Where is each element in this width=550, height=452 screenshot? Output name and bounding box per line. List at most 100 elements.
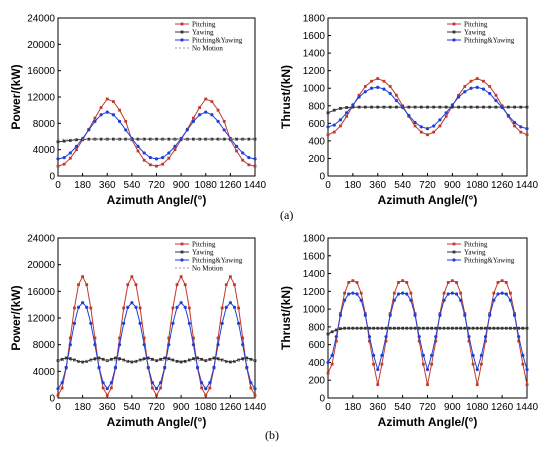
series-yawing (56, 356, 257, 364)
data-point (117, 119, 122, 123)
data-point (479, 353, 483, 357)
data-point (347, 326, 351, 330)
data-point (247, 155, 251, 160)
data-point (93, 116, 97, 120)
data-point (430, 362, 434, 366)
data-point (434, 335, 438, 339)
data-point (326, 133, 330, 137)
data-point (459, 326, 463, 330)
data-point (407, 105, 411, 109)
data-point (77, 283, 80, 287)
data-point (126, 305, 130, 309)
data-point (73, 306, 76, 310)
data-point (124, 119, 128, 123)
data-point (351, 291, 355, 295)
data-point (245, 356, 249, 360)
data-point (363, 90, 367, 94)
data-point (109, 381, 113, 385)
data-point (343, 291, 346, 295)
data-point (339, 107, 342, 110)
data-point (444, 111, 448, 115)
data-point (446, 292, 450, 296)
data-point (167, 156, 171, 160)
data-point (457, 93, 460, 97)
x-tick-label: 540 (394, 402, 411, 413)
data-point (191, 119, 196, 123)
legend-entry: Pitching&Yawing (447, 37, 515, 45)
data-point (142, 343, 146, 347)
data-point (355, 281, 359, 284)
data-point (220, 321, 224, 325)
y-tick-label: 1000 (303, 84, 326, 95)
x-tick-label: 1440 (516, 180, 539, 191)
series-line (57, 98, 256, 167)
data-point (74, 144, 79, 148)
y-tick-label: 12000 (27, 93, 55, 104)
series-pitching-yawing (326, 85, 529, 131)
data-point (417, 339, 421, 343)
data-point (343, 326, 346, 330)
data-point (235, 137, 238, 141)
data-point (72, 321, 77, 325)
data-point (488, 326, 492, 330)
data-point (401, 279, 405, 283)
data-point (183, 359, 187, 363)
x-tick-label: 720 (419, 180, 436, 191)
data-point (463, 326, 467, 330)
y-axis-label: Thrust/(kN) (279, 65, 293, 129)
data-point (425, 127, 430, 131)
data-point (216, 357, 220, 361)
data-point (417, 326, 421, 330)
data-point (376, 77, 380, 80)
data-point (401, 105, 405, 110)
data-point (463, 313, 467, 317)
data-point (512, 120, 517, 125)
data-point (122, 306, 126, 310)
data-point (68, 336, 72, 340)
data-point (187, 321, 191, 325)
data-point (475, 383, 479, 387)
data-point (212, 356, 216, 360)
data-point (200, 381, 204, 385)
data-point (455, 281, 458, 284)
y-tick-label: 400 (308, 358, 325, 369)
data-point (355, 292, 359, 296)
data-point (150, 381, 154, 385)
data-point (68, 151, 72, 155)
data-point (484, 326, 487, 330)
chart-b-thrust: 0 200 400 600 800 1000 1200 1400 1600 1800 0 180 360… (279, 234, 539, 430)
data-point (249, 357, 253, 361)
legend-entry: Yawing (447, 249, 486, 257)
x-tick-label: 900 (173, 402, 190, 413)
data-point (234, 144, 239, 148)
legend-label: Yawing (464, 29, 486, 37)
data-point (112, 137, 115, 141)
x-tick-label: 900 (444, 402, 461, 413)
data-point (484, 339, 487, 343)
data-point (380, 326, 384, 330)
data-point (154, 157, 159, 161)
legend-entry: Yawing (175, 249, 214, 257)
data-point (117, 343, 122, 347)
data-point (432, 124, 436, 128)
legend-entry: No Motion (175, 265, 223, 273)
data-point (492, 326, 496, 330)
data-point (222, 128, 226, 132)
data-point (388, 105, 392, 109)
data-point (382, 79, 386, 83)
data-point (521, 353, 525, 357)
data-point (105, 110, 109, 114)
data-point (150, 357, 154, 361)
data-point (245, 365, 249, 369)
data-point (175, 305, 179, 309)
data-point (446, 326, 450, 330)
data-point (488, 85, 492, 88)
data-point (430, 326, 434, 330)
legend-label: Pitching&Yawing (192, 257, 243, 265)
data-point (122, 358, 126, 362)
data-point (130, 360, 134, 364)
data-point (62, 155, 66, 160)
data-point (192, 357, 195, 361)
data-point (198, 106, 201, 109)
data-point (359, 291, 363, 295)
